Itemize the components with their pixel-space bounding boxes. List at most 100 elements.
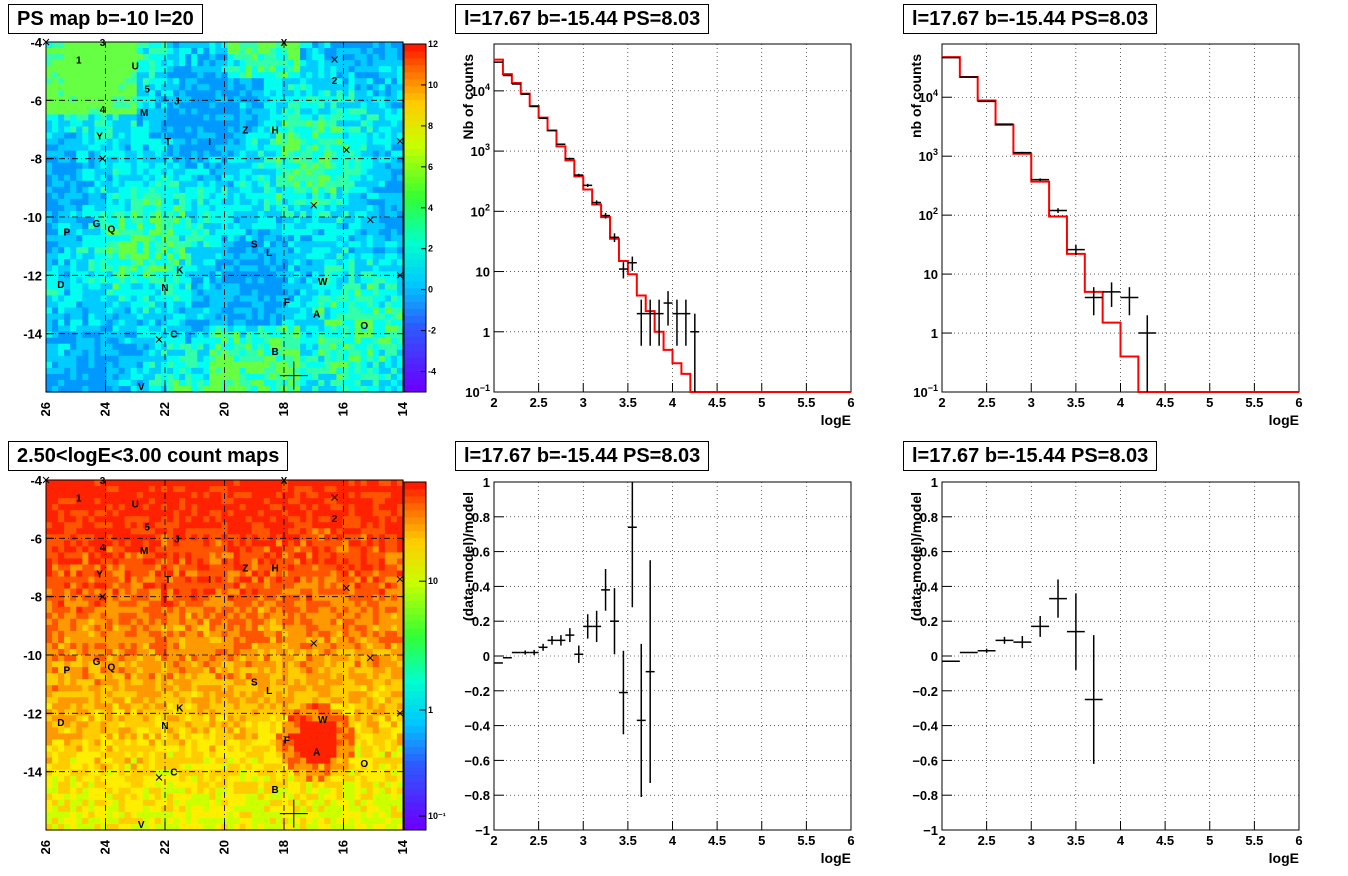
ps-map-source-label: W: [318, 277, 328, 288]
count-map-source-label: W: [318, 715, 328, 726]
ps-map-source-label: U: [132, 61, 139, 72]
ps-map-source-label: Z: [242, 126, 248, 137]
residual-left-y-tick: −0.8: [464, 788, 490, 803]
count-map-y-tick: -8: [30, 590, 42, 605]
ps-map-source-label: O: [360, 321, 368, 332]
residual-left-y-tick: 0: [483, 649, 490, 664]
spectrum-right-y-tick: 103: [919, 147, 938, 164]
spectrum-right-x-tick: 2.5: [978, 395, 996, 410]
spectrum-right-x-tick: 3.5: [1067, 395, 1085, 410]
residual-right-x-tick: 5.5: [1245, 833, 1263, 848]
count-map-source-label: C: [170, 768, 177, 779]
ps-map-x-tick: 18: [276, 402, 291, 416]
residual-right-x-tick: 6: [1295, 833, 1302, 848]
residual-left-x-tick: 5: [758, 833, 765, 848]
ps-map-source-label: C: [170, 330, 177, 341]
spectrum-left-y-tick: 10: [476, 265, 490, 280]
residual-left-x-tick: 3.5: [619, 833, 637, 848]
ps-map-colorbar-tick: 0: [428, 285, 433, 295]
ps-map-colorbar-tick: -4: [428, 367, 436, 377]
ps-map-y-tick: -12: [23, 268, 42, 283]
spectrum-left-x-tick: 4: [669, 395, 677, 410]
spectrum-right-x-tick: 6: [1295, 395, 1302, 410]
count-map-colorbar-tick: 1: [428, 705, 433, 715]
count-map-source-label: Z: [242, 564, 248, 575]
ps-map-x-tick: 22: [157, 402, 172, 416]
spectrum-left-title: l=17.67 b=-15.44 PS=8.03: [455, 4, 709, 34]
residual-left-y-tick: −0.2: [464, 684, 490, 699]
count-map-source-label: D: [57, 718, 64, 729]
residual-right-x-tick: 5: [1206, 833, 1213, 848]
spectrum-right-xlabel: logE: [1269, 412, 1299, 428]
spectrum-left-x-tick: 4.5: [708, 395, 726, 410]
spectrum-left-x-tick: 5: [758, 395, 765, 410]
spectrum-left-ylabel: Nb of counts: [460, 54, 476, 140]
count-map-source-label: N: [161, 721, 168, 732]
ps-map-source-label: 4: [100, 105, 106, 116]
ps-map-source-label: V: [138, 382, 145, 393]
ps-map-source-label: 3: [100, 38, 106, 49]
spectrum-right-ylabel: nb of counts: [908, 54, 924, 138]
ps-map-source-label: L: [266, 248, 272, 259]
count-map-source-label: F: [284, 736, 290, 747]
count-map-source-label: 2: [332, 514, 338, 525]
residual-right-panel: 2 2.5 3 3.5 4 4.5 5 5.5 6−1−0.8−0.6−0.4−0.200.20…: [908, 475, 1303, 866]
spectrum-right-y-tick: 102: [919, 206, 938, 223]
ps-map-x-tick: 16: [336, 402, 351, 416]
count-map-y-tick: -14: [23, 765, 43, 780]
count-map-source-label: T: [165, 575, 171, 586]
ps-map-y-tick: -8: [30, 152, 42, 167]
count-map-source-label: B: [271, 785, 278, 796]
ps-map-source-label: F: [284, 298, 290, 309]
spectrum-left-model-line: [494, 60, 851, 392]
ps-map-source-label: N: [161, 283, 168, 294]
residual-left-y-tick: −1: [475, 823, 490, 838]
residual-right-y-tick: −0.4: [912, 719, 938, 734]
ps-map-source-label: B: [271, 347, 278, 358]
count-map-title: 2.50<logE<3.00 count maps: [8, 441, 288, 471]
spectrum-left-x-tick: 5.5: [797, 395, 815, 410]
residual-right-x-tick: 2: [938, 833, 945, 848]
residual-left-panel: 2 2.5 3 3.5 4 4.5 5 5.5 6 −1 −0.8 −0.6 −0.4 −0.2 0 0.2 0…: [460, 475, 855, 866]
residual-left-ylabel: (data-model)/model: [460, 492, 476, 621]
residual-right-x-tick: 4.5: [1156, 833, 1174, 848]
spectrum-right-x-tick: 4.5: [1156, 395, 1174, 410]
ps-map-source-label: 2: [332, 76, 338, 87]
spectrum-left-panel: 2 2.5 3 3.5 4 4.5 5 5.5 610−1110102103104logENb …: [460, 44, 855, 428]
count-map-y-tick: -4: [30, 473, 42, 488]
residual-left-y-tick: −0.4: [464, 719, 490, 734]
figure-canvas: 26 24 22 20 18 16 14-4-6-8-10-12-1413U5J4 MYT IZ…: [0, 0, 1348, 876]
count-map-source-label: Q: [108, 663, 116, 674]
count-map-x-tick: 26: [38, 840, 53, 854]
count-map-source-label: U: [132, 499, 139, 510]
count-map-colorbar-tick: 10: [428, 576, 438, 586]
ps-map-source-label: P: [63, 228, 70, 239]
spectrum-right-x-tick: 5: [1206, 395, 1213, 410]
residual-right-ylabel: (data-model)/model: [908, 492, 924, 621]
count-map-source-label: L: [266, 686, 272, 697]
ps-map-y-tick: -10: [23, 210, 42, 225]
residual-right-x-tick: 3: [1028, 833, 1035, 848]
count-map-source-label: Y: [96, 569, 103, 580]
residual-right-y-tick: 1: [931, 475, 938, 490]
residual-left-y-tick: 1: [483, 475, 490, 490]
count-map-source-label: 1: [76, 494, 82, 505]
ps-map-source-label: J: [174, 96, 180, 107]
residual-right-y-tick: 0: [931, 649, 938, 664]
residual-left-x-tick: 2.5: [530, 833, 548, 848]
count-map-y-tick: -6: [30, 531, 42, 546]
count-map-panel: 26 24 22 20 18 16 14 -4 -6 -8 -10 -12 -14 1 3 U 5 J 4 M Y T I Z…: [23, 473, 410, 854]
ps-map-colorbar-tick: 4: [428, 203, 433, 213]
count-map-source-label: G: [93, 657, 101, 668]
residual-left-x-tick: 5.5: [797, 833, 815, 848]
spectrum-left-x-tick: 6: [847, 395, 854, 410]
count-map-source-label: H: [271, 564, 278, 575]
ps-map-x-tick: 20: [217, 402, 232, 416]
count-map-source-label: 5: [144, 523, 150, 534]
ps-map-source-label: S: [251, 239, 258, 250]
spectrum-left-y-tick: 103: [471, 142, 490, 159]
count-map-x-tick: 20: [217, 840, 232, 854]
spectrum-left-y-tick: 102: [471, 202, 490, 219]
count-map-source-label: J: [174, 534, 180, 545]
spectrum-left-x-tick: 3: [580, 395, 587, 410]
